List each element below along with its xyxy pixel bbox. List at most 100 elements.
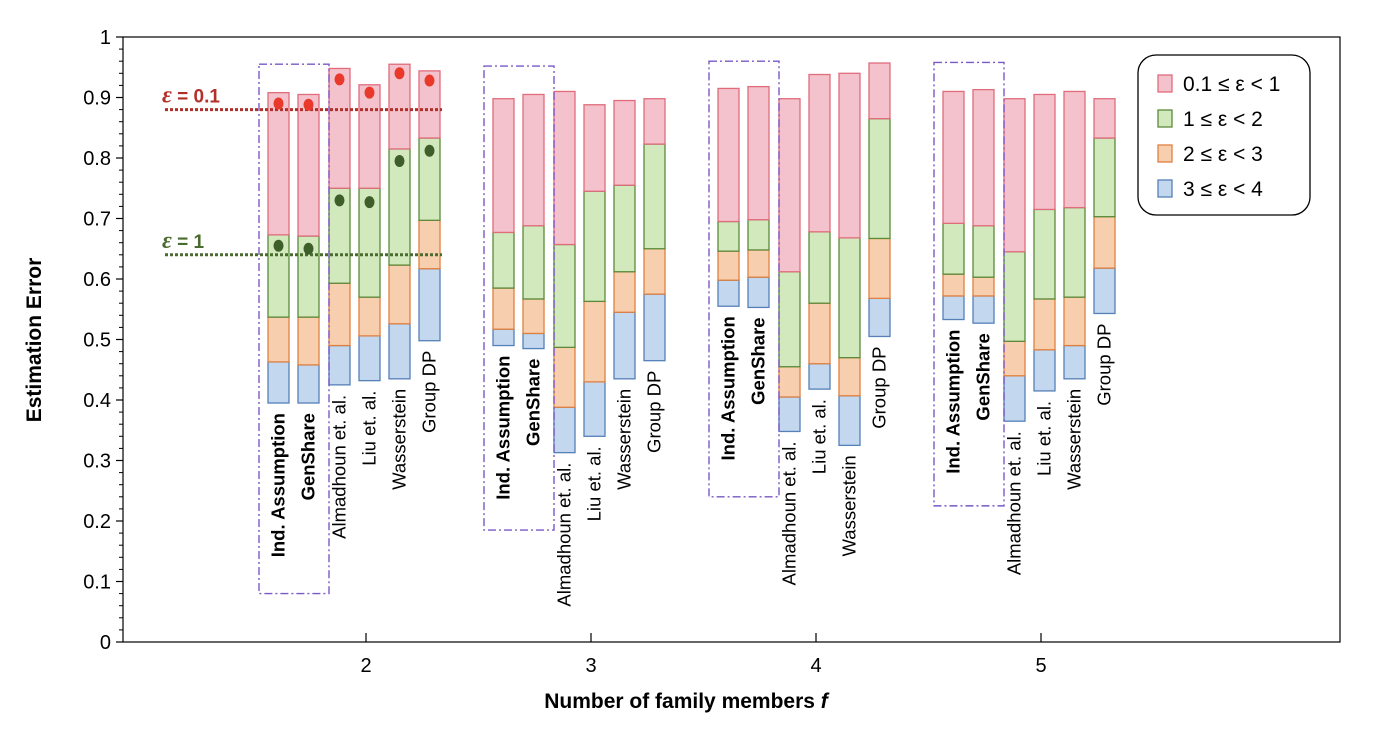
bar-segment bbox=[297, 93, 320, 237]
bar-segment bbox=[1093, 216, 1116, 269]
bar-segment bbox=[717, 250, 740, 281]
bar-segment bbox=[267, 361, 290, 404]
bar-segment bbox=[328, 282, 351, 347]
marker-point bbox=[424, 74, 435, 87]
reference-line-label: ε = 0.1 bbox=[162, 83, 220, 109]
markers bbox=[273, 67, 435, 255]
bar-label: Group DP bbox=[1094, 323, 1115, 405]
bar-label: GenShare bbox=[973, 333, 994, 420]
bar-segment bbox=[942, 273, 965, 297]
bar-label: GenShare bbox=[298, 413, 319, 500]
bar-label: Almadhoun et. al. bbox=[329, 395, 350, 539]
bar-labels: Ind. Assumption GenShare Almadhoun et. al.… bbox=[268, 316, 1115, 606]
y-tick-label: 0.4 bbox=[83, 390, 111, 412]
bar-label: Group DP bbox=[869, 346, 890, 428]
bar-label: Wasserstein bbox=[839, 455, 860, 556]
bar-segment bbox=[1033, 208, 1056, 300]
bar-label: Wasserstein bbox=[389, 389, 410, 490]
bar-segment bbox=[972, 276, 995, 297]
bar-segment bbox=[388, 264, 411, 325]
bar-segment bbox=[358, 296, 381, 337]
bar-segment bbox=[778, 366, 801, 398]
legend-entry: 0.1 ≤ ε < 1 bbox=[1183, 73, 1280, 96]
y-tick-label: 0.9 bbox=[83, 88, 111, 110]
bar-segment bbox=[613, 99, 636, 186]
bar-segment bbox=[808, 231, 831, 304]
bar-segment bbox=[492, 231, 515, 289]
reference-line-symbol: ε bbox=[162, 83, 172, 109]
bar-segment bbox=[522, 332, 545, 350]
x-tick-label: 2 bbox=[360, 655, 371, 677]
bar-segment bbox=[747, 85, 770, 221]
x-axis-title-variable: f bbox=[821, 690, 830, 713]
bar-segment bbox=[297, 364, 320, 404]
bar-segment bbox=[942, 222, 965, 275]
bar-segment bbox=[643, 98, 666, 145]
y-tick-label: 0 bbox=[100, 632, 111, 654]
bar-segment bbox=[838, 395, 861, 447]
y-tick-label: 0.6 bbox=[83, 269, 111, 291]
bar-segment bbox=[1063, 90, 1086, 209]
marker-point bbox=[303, 242, 314, 255]
bar-segment bbox=[1033, 93, 1056, 211]
legend-entry: 1 ≤ ε < 2 bbox=[1183, 108, 1263, 131]
legend: 0.1 ≤ ε < 1 1 ≤ ε < 2 2 ≤ ε < 3 3 ≤ ε < 4 bbox=[1137, 54, 1311, 216]
bar-segment bbox=[1033, 298, 1056, 351]
bar-segment bbox=[583, 104, 606, 192]
bar-segment bbox=[1063, 206, 1086, 298]
bar-label: Liu et. al. bbox=[584, 446, 605, 521]
y-tick-label: 0.3 bbox=[83, 451, 111, 473]
highlight-box bbox=[483, 65, 555, 531]
bar-label: Wasserstein bbox=[614, 389, 635, 490]
bar-segment bbox=[1063, 344, 1086, 380]
bar-segment bbox=[1003, 375, 1026, 422]
x-tick-label: 5 bbox=[1035, 655, 1046, 677]
bar-segment bbox=[1093, 137, 1116, 218]
marker-point bbox=[334, 194, 345, 207]
legend-entry: 2 ≤ ε < 3 bbox=[1183, 143, 1263, 166]
bar-segment bbox=[1003, 98, 1026, 253]
bar-segment bbox=[717, 279, 740, 307]
bar-label: Ind. Assumption bbox=[268, 413, 289, 557]
reference-line-value: = 0.1 bbox=[172, 87, 220, 108]
bar-segment bbox=[522, 298, 545, 335]
bar-segment bbox=[747, 276, 770, 309]
bar-segment bbox=[328, 344, 351, 386]
bar-segment bbox=[717, 220, 740, 252]
bar-segment bbox=[492, 328, 515, 347]
bar-label: Ind. Assumption bbox=[943, 330, 964, 474]
bar-segment bbox=[868, 237, 891, 300]
bar-segment bbox=[717, 87, 740, 223]
y-tick-label: 0.2 bbox=[83, 511, 111, 533]
bar-segment bbox=[613, 271, 636, 313]
bar-segment bbox=[358, 84, 381, 189]
highlight-box bbox=[933, 61, 1005, 507]
y-tick-label: 0.1 bbox=[83, 572, 111, 594]
bar-segment bbox=[267, 316, 290, 363]
bar-segment bbox=[808, 73, 831, 233]
bar-label: Liu et. al. bbox=[359, 391, 380, 466]
bar-label: Group DP bbox=[644, 371, 665, 453]
bar-segment bbox=[328, 67, 351, 189]
bar-segment bbox=[553, 406, 576, 454]
bar-segment bbox=[838, 237, 861, 359]
bar-segment bbox=[1093, 267, 1116, 315]
bar-segment bbox=[613, 184, 636, 273]
marker-point bbox=[303, 98, 314, 111]
bar-label: Liu et. al. bbox=[1034, 401, 1055, 476]
bar-segment bbox=[643, 293, 666, 362]
bar-segment bbox=[388, 63, 411, 150]
bar-segment bbox=[613, 311, 636, 380]
bar-segment bbox=[358, 335, 381, 382]
marker-point bbox=[424, 144, 435, 157]
bar-segment bbox=[868, 62, 891, 120]
bar-segment bbox=[643, 143, 666, 250]
bar-segment bbox=[553, 346, 576, 408]
bar-segment bbox=[522, 93, 545, 227]
legend-swatch bbox=[1157, 74, 1173, 93]
bar-label: Almadhoun et. al. bbox=[1004, 431, 1025, 575]
bar-segment bbox=[868, 297, 891, 338]
bar-segment bbox=[972, 295, 995, 324]
reference-line-symbol: ε bbox=[162, 228, 172, 254]
